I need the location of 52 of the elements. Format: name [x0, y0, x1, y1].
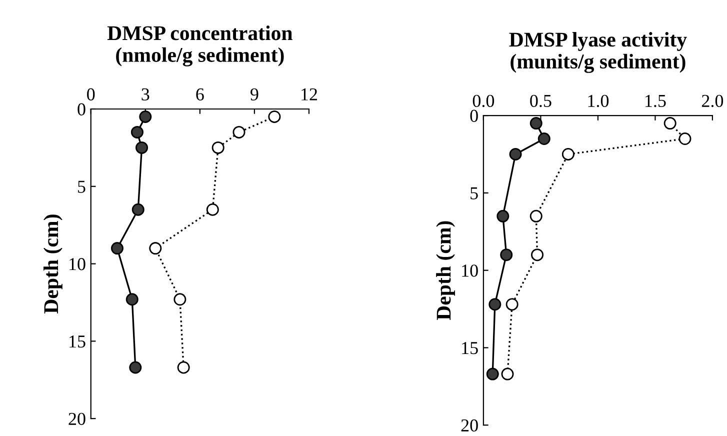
point — [562, 148, 574, 160]
point — [177, 361, 190, 374]
chart-title: DMSP concentration (nmole/g sediment) — [107, 26, 292, 66]
point — [139, 110, 152, 123]
x-tick-label: 2.0 — [702, 94, 724, 108]
point — [496, 210, 510, 222]
point — [130, 126, 144, 138]
x-tick-label: 0.0 — [472, 94, 494, 108]
point — [486, 368, 499, 380]
y-axis-title: Depth (cm) — [44, 214, 62, 314]
y-tick-label: 5 — [78, 180, 86, 193]
point — [126, 293, 138, 306]
x-tick-label: 0.5 — [530, 94, 552, 108]
point — [678, 132, 692, 146]
y-axis-title: Depth (cm) — [436, 221, 455, 320]
y-tick-label: 10 — [70, 258, 86, 270]
y-tick-label: 0 — [470, 110, 478, 122]
y-tick-label: 15 — [70, 336, 86, 348]
point — [664, 117, 676, 130]
x-tick-label: 1.5 — [646, 94, 666, 108]
y-tick-label: 20 — [68, 412, 86, 425]
chart-title: DMSP lyase activity (munits/g sediment) — [509, 32, 687, 73]
x-tick-label: 1.0 — [588, 94, 609, 108]
point — [129, 361, 142, 374]
point — [501, 368, 514, 380]
y-tick-label: 5 — [470, 187, 478, 200]
point — [530, 117, 542, 130]
point — [232, 126, 246, 138]
point — [531, 248, 544, 262]
point — [212, 141, 224, 154]
point — [530, 210, 542, 222]
point — [488, 298, 502, 311]
point — [506, 298, 518, 311]
point — [538, 132, 550, 146]
point — [500, 248, 513, 262]
point — [509, 148, 522, 160]
x-tick-label: 6 — [196, 88, 204, 100]
y-tick-label: 10 — [462, 264, 478, 277]
point — [132, 203, 144, 216]
point — [110, 242, 124, 255]
point — [136, 141, 148, 154]
x-tick-label: 0 — [87, 88, 95, 100]
y-tick-label: 0 — [78, 103, 86, 116]
point — [206, 203, 219, 216]
x-tick-label: 9 — [250, 88, 258, 100]
y-tick-label: 15 — [462, 342, 478, 354]
point — [174, 293, 186, 306]
x-tick-label: 3 — [142, 88, 150, 100]
point — [149, 242, 162, 255]
x-tick-label: 12 — [302, 88, 318, 100]
point — [268, 110, 281, 123]
y-tick-label: 20 — [461, 419, 478, 432]
